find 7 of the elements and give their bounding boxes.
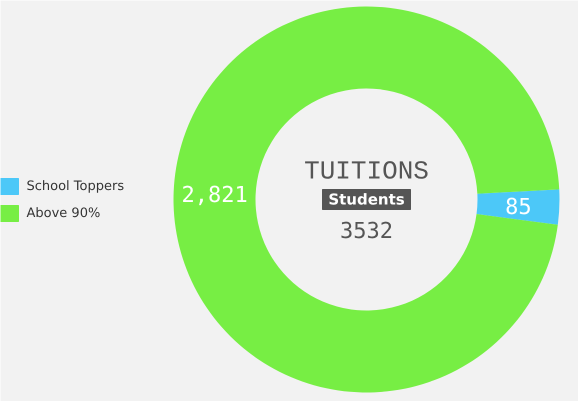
text: 3532 (340, 219, 393, 244)
text: Students (328, 190, 405, 208)
legend-label: Above 90% (26, 206, 100, 221)
data-label: 85 (505, 195, 532, 220)
text: TUITIONS (304, 156, 429, 186)
data-label: 2,821 (182, 182, 248, 208)
legend-label: School Toppers (26, 179, 124, 194)
